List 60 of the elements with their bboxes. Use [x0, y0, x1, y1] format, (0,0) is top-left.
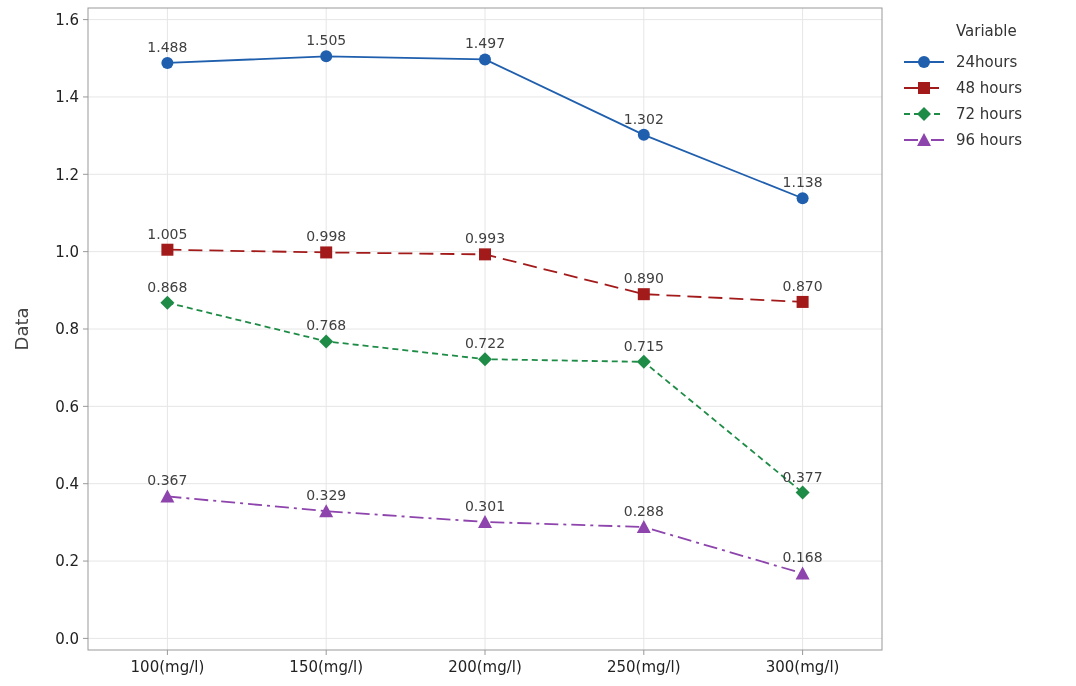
point — [637, 288, 650, 301]
data-label: 0.168 — [782, 549, 823, 566]
point — [796, 295, 809, 308]
data-label: 0.722 — [464, 335, 506, 352]
y-tick-label: 0.4 — [55, 474, 79, 493]
data-label: 0.998 — [306, 228, 347, 245]
point — [161, 56, 174, 69]
y-tick-label: 0.0 — [55, 629, 79, 648]
y-axis-title: Data — [11, 307, 32, 351]
point — [479, 248, 491, 261]
legend-label: 48 hours — [956, 79, 1023, 98]
y-tick-label: 1.2 — [55, 165, 79, 184]
point — [319, 334, 334, 349]
y-tick-label: 0.6 — [55, 397, 79, 416]
legend-label: 72 hours — [956, 105, 1023, 124]
point — [479, 53, 491, 66]
point — [795, 485, 810, 500]
data-label: 0.367 — [147, 472, 188, 489]
data-label: 0.993 — [464, 230, 506, 247]
data-label: 1.488 — [147, 38, 188, 55]
legend-label: 24hours — [956, 53, 1018, 72]
data-label: 1.005 — [147, 225, 188, 242]
point — [796, 192, 809, 205]
x-tick-label: 100(mg/l) — [130, 658, 205, 676]
data-label: 0.868 — [147, 278, 188, 295]
point — [319, 504, 334, 518]
y-tick-label: 1.6 — [55, 10, 79, 29]
point — [478, 352, 492, 367]
data-label: 1.138 — [782, 174, 823, 191]
legend-title: Variable — [956, 22, 1017, 40]
x-tick-label: 150(mg/l) — [289, 658, 364, 676]
point — [636, 520, 651, 534]
data-label: 0.870 — [782, 277, 823, 294]
point — [478, 514, 492, 528]
point — [795, 566, 810, 580]
x-tick-label: 200(mg/l) — [448, 658, 522, 676]
y-tick-label: 0.8 — [55, 320, 79, 339]
point — [161, 243, 174, 256]
y-tick-label: 1.0 — [55, 242, 79, 261]
data-label: 0.890 — [623, 270, 664, 287]
data-label: 1.505 — [306, 32, 347, 49]
data-label: 1.497 — [464, 35, 506, 52]
data-label: 0.377 — [782, 468, 823, 485]
data-label: 0.301 — [464, 497, 506, 514]
x-tick-label: 250(mg/l) — [606, 658, 681, 676]
data-label: 0.715 — [623, 337, 664, 354]
legend-label: 96 hours — [956, 131, 1023, 150]
data-label: 0.768 — [306, 317, 347, 334]
data-label: 1.302 — [623, 110, 664, 127]
y-tick-label: 1.4 — [55, 88, 79, 107]
data-label: 0.288 — [623, 503, 664, 520]
y-tick-label: 0.2 — [55, 552, 79, 571]
point — [636, 354, 651, 369]
point — [637, 128, 650, 141]
x-tick-label: 300(mg/l) — [765, 658, 840, 676]
data-label: 0.329 — [306, 487, 347, 504]
point — [320, 50, 333, 63]
point — [320, 246, 333, 259]
point — [160, 295, 175, 310]
point — [160, 489, 175, 503]
